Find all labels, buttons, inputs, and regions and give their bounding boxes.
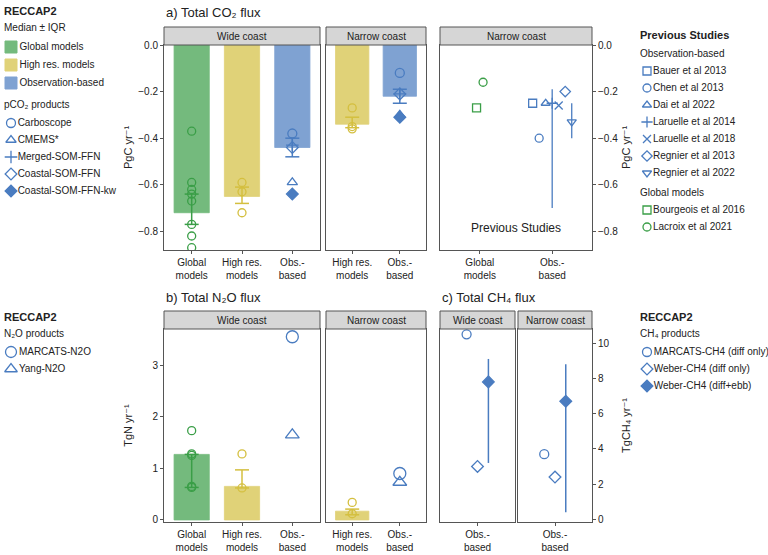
svg-text:Bauer et al 2013: Bauer et al 2013 — [653, 65, 727, 76]
svg-text:Obs.-based: Obs.-based — [279, 529, 306, 553]
svg-text:Observation-based: Observation-based — [640, 48, 725, 59]
svg-text:−0.4: −0.4 — [598, 133, 618, 144]
svg-text:1: 1 — [152, 463, 158, 474]
svg-text:Observation-based: Observation-based — [20, 77, 105, 88]
svg-text:Narrow coast: Narrow coast — [347, 315, 406, 326]
svg-text:Narrow coast: Narrow coast — [347, 31, 406, 42]
svg-text:Global models: Global models — [640, 187, 704, 198]
svg-text:Bourgeois et al 2016: Bourgeois et al 2016 — [653, 204, 745, 215]
svg-text:Obs.-based: Obs.-based — [279, 257, 306, 281]
svg-text:Previous Studies: Previous Studies — [471, 221, 561, 235]
svg-text:Regnier et al 2013: Regnier et al 2013 — [653, 150, 735, 161]
svg-text:Yang-N2O: Yang-N2O — [19, 363, 66, 374]
svg-text:−0.2: −0.2 — [598, 86, 618, 97]
svg-text:Obs.-based: Obs.-based — [464, 529, 491, 553]
svg-text:Regnier et al 2022: Regnier et al 2022 — [653, 167, 735, 178]
svg-text:CMEMS*: CMEMS* — [18, 134, 59, 145]
svg-text:Global models: Global models — [20, 41, 84, 52]
svg-text:PgC yr⁻¹: PgC yr⁻¹ — [620, 126, 632, 169]
svg-text:Laruelle et al 2018: Laruelle et al 2018 — [653, 133, 736, 144]
svg-text:Narrow coast: Narrow coast — [526, 315, 585, 326]
svg-text:−0.8: −0.8 — [138, 226, 158, 237]
svg-text:8: 8 — [598, 373, 604, 384]
svg-text:Globalmodels: Globalmodels — [464, 257, 496, 281]
svg-text:Obs.-based: Obs.-based — [386, 529, 413, 553]
svg-text:Dai et al 2022: Dai et al 2022 — [653, 99, 715, 110]
svg-text:Obs.-based: Obs.-based — [541, 529, 568, 553]
svg-text:2: 2 — [152, 411, 158, 422]
svg-text:High res.models: High res.models — [222, 257, 262, 281]
svg-text:−0.2: −0.2 — [138, 86, 158, 97]
svg-text:Merged-SOM-FFN: Merged-SOM-FFN — [18, 151, 101, 162]
svg-text:0.0: 0.0 — [598, 40, 612, 51]
svg-text:−0.6: −0.6 — [598, 179, 618, 190]
svg-text:High res. models: High res. models — [20, 59, 95, 70]
svg-text:RECCAP2: RECCAP2 — [640, 311, 693, 323]
svg-text:TgN yr⁻¹: TgN yr⁻¹ — [122, 404, 134, 447]
svg-text:Carboscope: Carboscope — [18, 117, 72, 128]
svg-text:Coastal-SOM-FFN: Coastal-SOM-FFN — [18, 168, 101, 179]
svg-text:Weber-CH4 (diff only): Weber-CH4 (diff only) — [654, 363, 750, 374]
svg-text:CH₄ products: CH₄ products — [640, 328, 700, 339]
svg-text:MARCATS-N2O: MARCATS-N2O — [19, 346, 91, 357]
svg-text:Laruelle et al 2014: Laruelle et al 2014 — [653, 116, 736, 127]
svg-text:Weber-CH4 (diff+ebb): Weber-CH4 (diff+ebb) — [654, 380, 752, 391]
svg-text:Globalmodels: Globalmodels — [176, 257, 208, 281]
svg-text:RECCAP2: RECCAP2 — [4, 311, 57, 323]
svg-text:0: 0 — [598, 514, 604, 525]
svg-text:Narrow coast: Narrow coast — [487, 31, 546, 42]
svg-text:c) Total CH₄ flux: c) Total CH₄ flux — [442, 290, 536, 305]
svg-text:Wide coast: Wide coast — [217, 315, 267, 326]
svg-text:High res.models: High res.models — [332, 529, 372, 553]
svg-text:Obs.-based: Obs.-based — [539, 257, 566, 281]
svg-text:RECCAP2: RECCAP2 — [4, 5, 57, 17]
svg-text:−0.6: −0.6 — [138, 179, 158, 190]
svg-text:−0.4: −0.4 — [138, 133, 158, 144]
svg-text:Median ± IQR: Median ± IQR — [4, 22, 66, 33]
svg-text:Wide coast: Wide coast — [453, 315, 503, 326]
svg-text:4: 4 — [598, 443, 604, 454]
svg-text:High res.models: High res.models — [332, 257, 372, 281]
svg-text:6: 6 — [598, 408, 604, 419]
svg-text:0.0: 0.0 — [144, 40, 158, 51]
svg-text:Coastal-SOM-FFN-kw: Coastal-SOM-FFN-kw — [18, 185, 117, 196]
svg-text:High res.models: High res.models — [222, 529, 262, 553]
svg-text:Globalmodels: Globalmodels — [176, 529, 208, 553]
svg-text:pCO₂ products: pCO₂ products — [4, 99, 70, 110]
svg-text:Lacroix et al 2021: Lacroix et al 2021 — [653, 221, 732, 232]
svg-text:TgCH₄ yr⁻¹: TgCH₄ yr⁻¹ — [620, 398, 632, 453]
svg-text:PgC yr⁻¹: PgC yr⁻¹ — [122, 126, 134, 169]
svg-text:b) Total N₂O flux: b) Total N₂O flux — [166, 290, 261, 305]
svg-text:Wide coast: Wide coast — [217, 31, 267, 42]
svg-text:3: 3 — [152, 360, 158, 371]
svg-text:10: 10 — [598, 338, 610, 349]
svg-text:0: 0 — [152, 514, 158, 525]
svg-text:MARCATS-CH4 (diff only): MARCATS-CH4 (diff only) — [654, 346, 768, 357]
svg-text:N₂O products: N₂O products — [4, 328, 64, 339]
svg-text:Obs.-based: Obs.-based — [386, 257, 413, 281]
svg-text:Chen et al 2013: Chen et al 2013 — [653, 82, 724, 93]
svg-text:Previous Studies: Previous Studies — [640, 29, 729, 41]
svg-text:2: 2 — [598, 479, 604, 490]
svg-text:−0.8: −0.8 — [598, 226, 618, 237]
svg-text:a) Total CO₂ flux: a) Total CO₂ flux — [166, 5, 261, 20]
